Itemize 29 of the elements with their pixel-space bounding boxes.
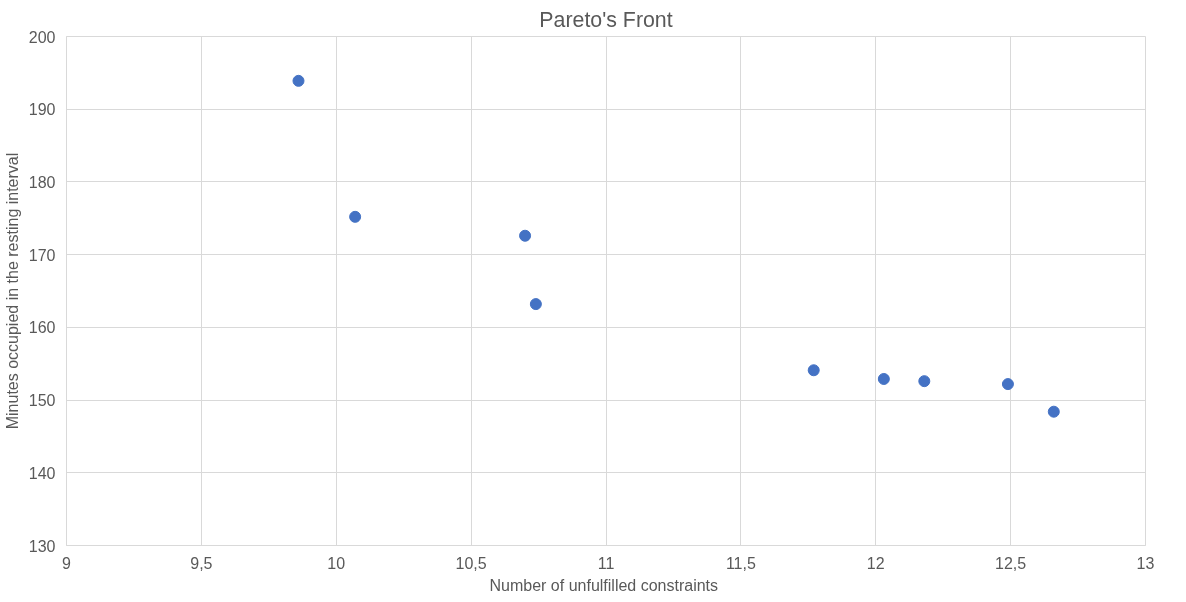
y-tick-label: 190 <box>28 101 56 119</box>
x-tick-label: 10 <box>327 554 346 572</box>
x-tick-label: 11 <box>597 554 615 572</box>
y-tick-label: 200 <box>28 28 56 46</box>
x-tick-label: 13 <box>1136 554 1155 572</box>
x-axis-title: Number of unfulfilled constraints <box>489 576 719 594</box>
y-tick-label: 170 <box>28 246 56 264</box>
x-tick-label: 9,5 <box>190 554 213 572</box>
x-tick-label: 11,5 <box>725 554 756 572</box>
point <box>529 298 542 311</box>
y-tick-label: 160 <box>28 319 56 337</box>
y-tick-label: 180 <box>28 173 56 191</box>
point <box>877 373 890 385</box>
x-tick-label: 12 <box>866 554 885 572</box>
y-tick-label: 150 <box>28 392 56 410</box>
point <box>519 229 532 242</box>
y-axis-title: Minutes occupied in the resting interval <box>3 152 21 430</box>
y-tick-label: 130 <box>28 537 56 555</box>
point <box>1001 378 1014 391</box>
point <box>807 364 820 377</box>
x-tick-label: 9 <box>62 554 72 572</box>
x-tick-label: 10,5 <box>455 554 487 572</box>
x-tick-label: 12,5 <box>995 554 1027 572</box>
point <box>292 74 305 87</box>
point <box>349 210 362 223</box>
chart-title: Pareto's Front <box>539 7 673 32</box>
point <box>918 375 931 388</box>
y-tick-label: 140 <box>28 464 56 482</box>
point <box>1047 405 1060 418</box>
